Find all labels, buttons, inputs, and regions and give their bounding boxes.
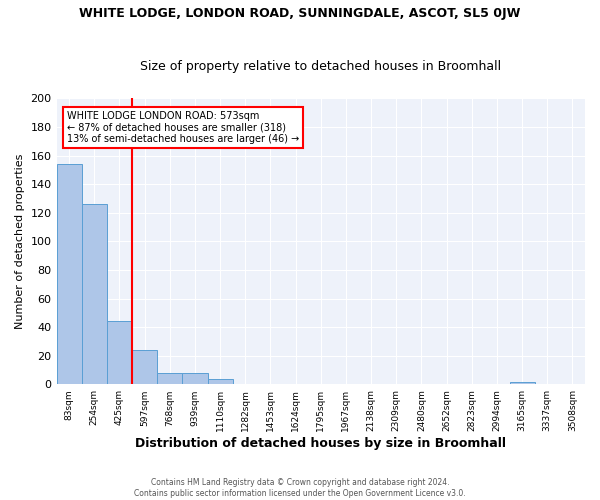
- Title: Size of property relative to detached houses in Broomhall: Size of property relative to detached ho…: [140, 60, 502, 74]
- Bar: [107, 322, 132, 384]
- Bar: [82, 204, 107, 384]
- Bar: [182, 373, 208, 384]
- Bar: [208, 378, 233, 384]
- Bar: [132, 350, 157, 384]
- Bar: [157, 373, 182, 384]
- Y-axis label: Number of detached properties: Number of detached properties: [15, 154, 25, 329]
- Text: WHITE LODGE LONDON ROAD: 573sqm
← 87% of detached houses are smaller (318)
13% o: WHITE LODGE LONDON ROAD: 573sqm ← 87% of…: [67, 111, 299, 144]
- Bar: [56, 164, 82, 384]
- Text: WHITE LODGE, LONDON ROAD, SUNNINGDALE, ASCOT, SL5 0JW: WHITE LODGE, LONDON ROAD, SUNNINGDALE, A…: [79, 8, 521, 20]
- Bar: [509, 382, 535, 384]
- X-axis label: Distribution of detached houses by size in Broomhall: Distribution of detached houses by size …: [135, 437, 506, 450]
- Text: Contains HM Land Registry data © Crown copyright and database right 2024.
Contai: Contains HM Land Registry data © Crown c…: [134, 478, 466, 498]
